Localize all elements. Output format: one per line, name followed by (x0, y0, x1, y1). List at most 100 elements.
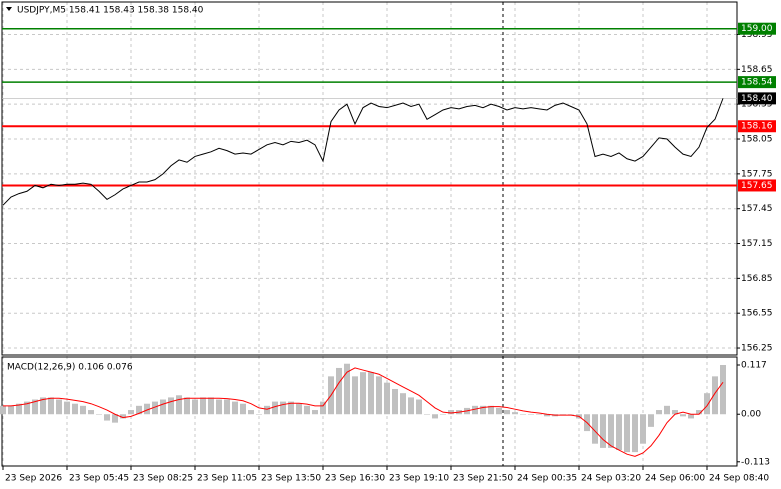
level-label: 159.00 (741, 24, 773, 34)
macd-bar (160, 399, 166, 415)
y-tick-label: 157.15 (741, 239, 773, 249)
macd-bar (208, 397, 214, 415)
macd-bar (624, 414, 630, 453)
macd-bar (128, 410, 134, 415)
x-tick-label: 24 Sep 08:40 (709, 474, 769, 484)
macd-bar (368, 372, 374, 415)
main-frame (1, 1, 738, 356)
macd-bar (544, 414, 550, 417)
x-tick-label: 23 Sep 13:50 (261, 474, 321, 484)
macd-bar (40, 397, 46, 415)
macd-bar (64, 401, 70, 415)
y-tick-label: 158.05 (741, 135, 773, 145)
macd-bar (568, 414, 574, 415)
level-label-box (738, 120, 776, 133)
macd-bar (504, 410, 510, 415)
level-label-box (738, 76, 776, 89)
macd-bar (176, 395, 182, 415)
macd-bar (280, 401, 286, 415)
macd-bar (136, 405, 142, 415)
macd-bar (440, 414, 446, 415)
x-tick-label: 24 Sep 03:20 (581, 474, 641, 484)
macd-bar (704, 393, 710, 415)
macd-bar (56, 399, 62, 415)
macd-bar (24, 401, 30, 415)
macd-bar (264, 405, 270, 415)
x-tick-label: 23 Sep 05:45 (69, 474, 129, 484)
macd-bar (416, 399, 422, 415)
macd-bar (200, 397, 206, 415)
macd-bar (496, 407, 502, 415)
macd-bar (352, 376, 358, 415)
macd-bar (448, 410, 454, 415)
macd-bar (168, 397, 174, 415)
macd-bar (688, 414, 694, 419)
level-label: 157.65 (741, 181, 773, 191)
y-tick-label: 0.00 (741, 410, 761, 420)
macd-bar (648, 414, 654, 427)
y-tick-label: -0.113 (741, 457, 770, 467)
macd-bar (312, 410, 318, 415)
macd-bar (536, 414, 542, 415)
macd-bar (640, 414, 646, 444)
y-tick-label: 156.55 (741, 309, 773, 319)
macd-title: MACD(12,26,9) 0.106 0.076 (7, 363, 133, 373)
macd-bar (424, 414, 430, 415)
macd-bar (256, 414, 262, 415)
level-label-box (738, 179, 776, 192)
macd-bar (272, 401, 278, 415)
macd-bar (376, 376, 382, 415)
macd-bar (720, 364, 726, 415)
macd-bar (528, 414, 534, 415)
macd-bar (8, 405, 14, 415)
macd-bar (432, 414, 438, 419)
macd-bar (16, 403, 22, 415)
macd-bar (616, 414, 622, 451)
y-tick-label: 156.25 (741, 344, 773, 354)
macd-bar (488, 405, 494, 415)
macd-bar (408, 397, 414, 415)
macd-bar (696, 410, 702, 415)
y-tick-label: 158.95 (741, 30, 773, 40)
y-tick-label: 156.85 (741, 274, 773, 284)
menu-arrow[interactable] (6, 7, 12, 11)
x-tick-label: 24 Sep 06:00 (645, 474, 705, 484)
chart-title: USDJPY,M5 158.41 158.43 158.38 158.40 (17, 6, 204, 16)
price-line (2, 98, 724, 206)
macd-bar (400, 393, 406, 415)
macd-bar (112, 414, 118, 423)
macd-bar (232, 401, 238, 415)
x-tick-label: 23 Sep 2026 (5, 474, 62, 484)
macd-bar (80, 405, 86, 415)
macd-bar (600, 414, 606, 448)
y-tick-label: 158.35 (741, 100, 773, 110)
macd-bar (560, 414, 566, 415)
macd-bar (152, 401, 158, 415)
level-label-box (738, 22, 776, 35)
macd-bar (336, 367, 342, 415)
macd-bar (304, 405, 310, 415)
macd-bar (384, 382, 390, 415)
macd-bar (592, 414, 598, 444)
last-price-label: 158.40 (741, 94, 773, 104)
macd-bar (520, 414, 526, 415)
macd-bar (296, 403, 302, 415)
macd-bar (224, 399, 230, 415)
macd-bar (32, 399, 38, 415)
y-tick-label: 157.75 (741, 169, 773, 179)
macd-bar (480, 405, 486, 415)
macd-bar (664, 405, 670, 415)
macd-bar (248, 410, 254, 415)
x-tick-label: 23 Sep 19:10 (389, 474, 449, 484)
x-tick-label: 23 Sep 08:25 (133, 474, 193, 484)
macd-bar (144, 403, 150, 415)
macd-bar (104, 414, 110, 421)
y-tick-label: 158.65 (741, 65, 773, 75)
macd-bar (680, 414, 686, 417)
x-tick-label: 24 Sep 00:35 (517, 474, 577, 484)
macd-bar (672, 410, 678, 415)
plot (0, 27, 737, 457)
x-tick-label: 23 Sep 11:05 (197, 474, 257, 484)
macd-bar (472, 405, 478, 415)
macd-bar (512, 412, 518, 415)
